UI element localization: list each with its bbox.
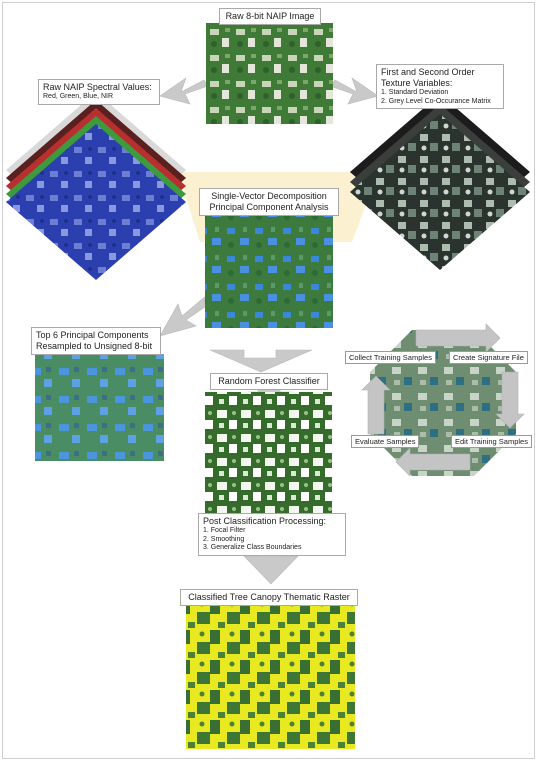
- cycle-signature-label: Create Signature File: [449, 351, 528, 364]
- post-title: Post Classification Processing:: [203, 516, 327, 526]
- training-cycle: [361, 323, 525, 477]
- raw-image-label: Raw 8-bit NAIP Image: [219, 8, 321, 25]
- spectral-title: Raw NAIP Spectral Values:: [43, 82, 152, 92]
- classifier-label: Random Forest Classifier: [210, 373, 328, 390]
- components-line-1: Top 6 Principal Components: [36, 330, 149, 340]
- pca-image: [205, 204, 333, 328]
- components-image: [35, 354, 164, 461]
- post-label: Post Classification Processing: 1. Focal…: [198, 513, 346, 556]
- cycle-evaluate-label: Evaluate Samples: [351, 435, 420, 448]
- texture-title-1: First and Second Order: [381, 67, 475, 77]
- output-title: Classified Tree Canopy Thematic Raster: [188, 592, 350, 602]
- raw-image: [206, 23, 333, 124]
- components-label: Top 6 Principal Components Resampled to …: [31, 327, 161, 355]
- decomposition-label: Single-Vector Decomposition Principal Co…: [199, 188, 339, 216]
- output-label: Classified Tree Canopy Thematic Raster: [180, 589, 358, 606]
- spectral-item: Red, Green, Blue, NIR: [43, 93, 114, 100]
- raw-image-title: Raw 8-bit NAIP Image: [225, 11, 315, 21]
- cycle-edit-label: Edit Training Samples: [451, 435, 532, 448]
- decomposition-line-1: Single-Vector Decomposition: [211, 191, 327, 201]
- texture-label: First and Second Order Texture Variables…: [376, 64, 504, 109]
- arrow-to-classifier: [209, 349, 313, 373]
- classifier-title: Random Forest Classifier: [218, 376, 320, 386]
- cycle-collect-label: Collect Training Samples: [345, 351, 436, 364]
- texture-title-2: Texture Variables:: [381, 78, 453, 88]
- arrow-to-components: [159, 295, 213, 337]
- post-item-2: 2. Smoothing: [203, 535, 245, 543]
- yellow-output: [186, 603, 355, 749]
- post-item-3: 3. Generalize Class Boundaries: [203, 544, 302, 551]
- components-line-2: Resampled to Unsigned 8-bit: [36, 341, 153, 351]
- arrow-to-texture: [329, 77, 379, 105]
- texture-item-2: 2. Grey Level Co-Occurance Matrix: [381, 97, 491, 105]
- texture-item-1: 1. Standard Deviation: [381, 89, 449, 96]
- post-item-1: 1. Focal Filter: [203, 527, 246, 534]
- arrow-to-spectral: [159, 77, 209, 105]
- spectral-stack: [6, 92, 186, 280]
- classified-image: [205, 392, 332, 514]
- spectral-label: Raw NAIP Spectral Values: Red, Green, Bl…: [38, 79, 160, 105]
- decomposition-line-2: Principal Component Analysis: [209, 202, 329, 212]
- texture-stack: [350, 94, 530, 270]
